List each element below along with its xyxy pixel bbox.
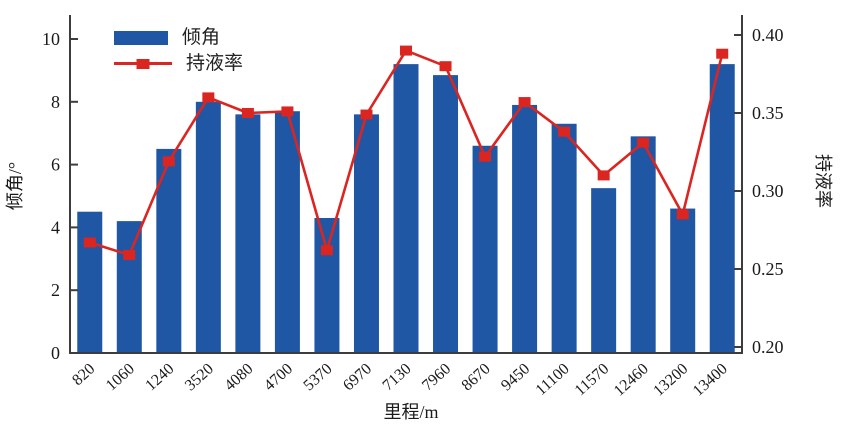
x-tick-label: 7130 xyxy=(380,360,415,394)
left-tick-label: 10 xyxy=(42,29,60,49)
x-tick-label: 11570 xyxy=(572,360,613,399)
marker-11570 xyxy=(597,170,610,181)
marker-1060 xyxy=(123,249,136,260)
x-tick-label: 6970 xyxy=(340,360,375,394)
x-axis-title: 里程/m xyxy=(383,402,439,422)
x-tick-label: 8670 xyxy=(459,360,494,394)
bar-11570 xyxy=(591,188,617,353)
marker-12460 xyxy=(637,137,650,148)
bar-5370 xyxy=(314,217,340,353)
bar-7960 xyxy=(433,75,459,354)
x-tick-label: 1060 xyxy=(103,360,138,394)
x-tick-label: 7960 xyxy=(419,360,454,394)
marker-13200 xyxy=(676,209,689,220)
right-axis-title: 持液率 xyxy=(813,154,833,208)
bar-4080 xyxy=(235,114,261,353)
marker-9450 xyxy=(518,97,531,108)
bar-swatch-icon xyxy=(114,30,168,45)
left-tick-label: 6 xyxy=(51,155,60,175)
bar-8670 xyxy=(472,145,498,353)
line-swatch-icon xyxy=(114,58,172,69)
legend-label-line: 持液率 xyxy=(186,53,244,74)
legend: 倾角 持液率 xyxy=(114,28,243,73)
left-tick-label: 8 xyxy=(51,92,60,112)
right-tick-label: 0.30 xyxy=(752,181,784,201)
marker-4080 xyxy=(241,108,254,118)
right-tick-label: 0.35 xyxy=(752,103,784,123)
x-tick-label: 12460 xyxy=(611,360,652,399)
left-tick-label: 0 xyxy=(51,343,60,363)
x-tick-label: 13200 xyxy=(650,360,691,399)
marker-11100 xyxy=(558,126,571,137)
x-tick-label: 3520 xyxy=(182,360,217,394)
bar-3520 xyxy=(195,101,221,353)
x-tick-label: 13400 xyxy=(690,360,731,399)
marker-6970 xyxy=(360,109,373,120)
right-tick-label: 0.20 xyxy=(752,337,784,357)
legend-item-bar: 倾角 xyxy=(114,28,243,47)
left-axis-title: 倾角/° xyxy=(5,161,25,211)
bar-820 xyxy=(77,211,103,353)
bar-7130 xyxy=(393,64,419,354)
marker-1240 xyxy=(162,156,175,167)
bar-9450 xyxy=(512,104,538,353)
left-tick-label: 4 xyxy=(51,217,60,237)
marker-4700 xyxy=(281,106,294,117)
bar-12460 xyxy=(630,136,656,353)
marker-5370 xyxy=(320,245,333,256)
bar-1060 xyxy=(116,221,142,353)
right-tick-label: 0.40 xyxy=(752,25,784,45)
bar-6970 xyxy=(353,114,379,353)
marker-3520 xyxy=(202,92,215,103)
bar-13200 xyxy=(670,208,696,353)
x-tick-label: 820 xyxy=(69,360,98,389)
x-tick-label: 11100 xyxy=(533,360,573,399)
x-tick-label: 4700 xyxy=(261,360,296,394)
bar-13400 xyxy=(709,64,735,354)
marker-820 xyxy=(83,237,96,248)
marker-7130 xyxy=(400,45,412,56)
x-tick-label: 9450 xyxy=(498,360,533,394)
legend-item-line: 持液率 xyxy=(114,54,243,73)
square-marker-icon xyxy=(136,58,150,69)
left-tick-label: 2 xyxy=(51,280,60,300)
x-tick-label: 4080 xyxy=(221,360,256,394)
right-tick-label: 0.25 xyxy=(752,259,784,279)
marker-8670 xyxy=(479,151,492,162)
x-tick-label: 1240 xyxy=(142,360,177,394)
marker-7960 xyxy=(439,61,452,72)
x-tick-label: 5370 xyxy=(300,360,335,394)
bar-4700 xyxy=(274,111,300,353)
legend-label-bar: 倾角 xyxy=(182,27,221,48)
marker-13400 xyxy=(716,48,729,59)
bar-11100 xyxy=(551,123,577,353)
